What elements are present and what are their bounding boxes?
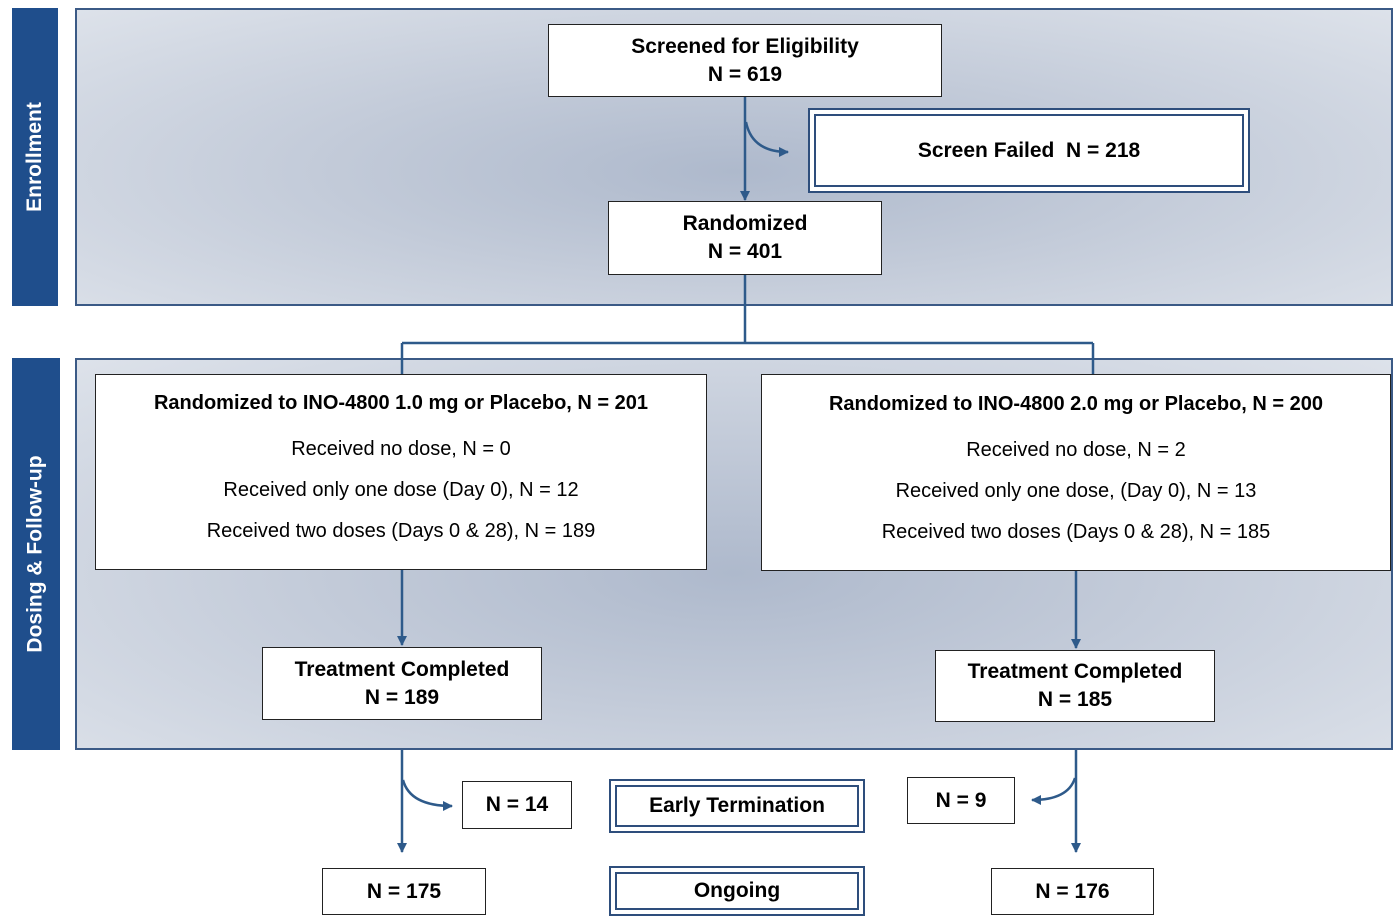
arrow-arm2-early: [1031, 777, 1077, 805]
arm2-title: Randomized to INO-4800 2.0 mg or Placebo…: [828, 392, 1324, 415]
arm2-ongoing-n: N = 176: [1035, 879, 1110, 903]
arm1-completed-n: N = 189: [364, 685, 440, 709]
screen-failed-text: Screen Failed N = 218: [814, 114, 1244, 187]
ongoing-label: Ongoing: [615, 872, 859, 910]
arm1-early-termination-box: N = 14: [462, 781, 572, 829]
arm1-title: Randomized to INO-4800 1.0 mg or Placebo…: [153, 392, 649, 414]
randomized-box: Randomized N = 401: [608, 201, 882, 275]
screen-failed-box: Screen Failed N = 218: [808, 108, 1250, 193]
ongoing-legend: Ongoing: [609, 866, 865, 916]
arm1-early-termination-n: N = 14: [485, 793, 549, 816]
screened-title: Screened for Eligibility: [631, 34, 859, 58]
arm1-line-no-dose: Received no dose, N = 0: [291, 438, 511, 460]
arm2-completed-title: Treatment Completed: [967, 660, 1183, 683]
arm2-line-two-doses: Received two doses (Days 0 & 28), N = 18…: [881, 520, 1271, 543]
arm1-line-one-dose: Received only one dose (Day 0), N = 12: [223, 479, 579, 501]
arm2-completed-box: Treatment Completed N = 185: [935, 650, 1215, 722]
arrow-screen-failed: [744, 121, 789, 157]
arm1-completed-box: Treatment Completed N = 189: [262, 647, 542, 720]
dosing-side-label: Dosing & Follow-up: [12, 358, 60, 750]
arm2-ongoing-box: N = 176: [991, 868, 1154, 915]
arm1-ongoing-box: N = 175: [322, 868, 486, 915]
arm2-box: Randomized to INO-4800 2.0 mg or Placebo…: [761, 374, 1391, 571]
enrollment-side-label: Enrollment: [12, 8, 58, 306]
early-termination-label: Early Termination: [615, 785, 859, 827]
randomized-n: N = 401: [707, 240, 783, 263]
arm2-early-termination-n: N = 9: [935, 788, 987, 812]
arm2-line-no-dose: Received no dose, N = 2: [966, 438, 1186, 461]
early-termination-legend: Early Termination: [609, 779, 865, 833]
arm1-line-two-doses: Received two doses (Days 0 & 28), N = 18…: [206, 520, 596, 542]
screened-n: N = 619: [707, 62, 783, 86]
screened-box: Screened for Eligibility N = 619: [548, 24, 942, 97]
arm1-box: Randomized to INO-4800 1.0 mg or Placebo…: [95, 374, 707, 570]
randomized-title: Randomized: [682, 212, 808, 235]
arm2-completed-n: N = 185: [1037, 688, 1113, 711]
arrow-arm1-early: [401, 779, 453, 811]
arm1-completed-title: Treatment Completed: [294, 657, 510, 681]
arm1-ongoing-n: N = 175: [366, 879, 442, 903]
arm2-early-termination-box: N = 9: [907, 777, 1015, 824]
arm2-line-one-dose: Received only one dose, (Day 0), N = 13: [895, 479, 1257, 502]
